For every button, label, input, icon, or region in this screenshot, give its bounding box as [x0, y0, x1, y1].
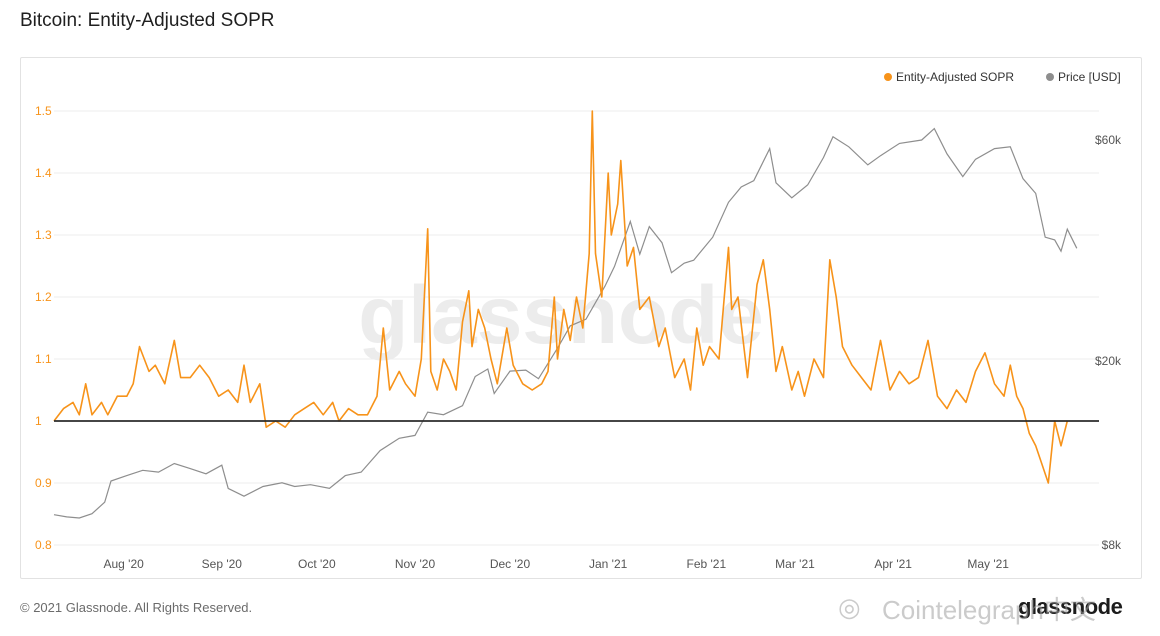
left-tick-label: 1.2 [35, 290, 52, 304]
x-tick-label: Aug '20 [104, 557, 145, 571]
right-axis-ticks: $8k $20k $60k [1095, 133, 1122, 552]
x-tick-label: Jan '21 [589, 557, 628, 571]
left-tick-label: 1.4 [35, 166, 52, 180]
right-tick-label: $20k [1095, 354, 1122, 368]
chart-card: glassnode 0.8 0.9 1 1.1 1.2 1.3 1.4 1.5 $8k $20k… [20, 57, 1142, 579]
left-tick-label: 1.1 [35, 352, 52, 366]
left-axis-ticks: 0.8 0.9 1 1.1 1.2 1.3 1.4 1.5 [35, 104, 52, 552]
right-tick-label: $8k [1102, 538, 1122, 552]
series-layer [53, 110, 1099, 519]
legend-dot-sopr [884, 73, 892, 81]
chart-watermark: glassnode [358, 270, 764, 361]
series-line-price [53, 127, 1078, 519]
x-tick-label: May '21 [967, 557, 1009, 571]
series-line-sopr [53, 110, 1069, 484]
weibo-icon: ◎ [838, 592, 861, 622]
legend-label-sopr: Entity-Adjusted SOPR [896, 70, 1014, 84]
glassnode-logo: glassnode [1018, 594, 1123, 619]
left-tick-label: 1.5 [35, 104, 52, 118]
x-tick-label: Sep '20 [202, 557, 243, 571]
footer-copyright: © 2021 Glassnode. All Rights Reserved. [20, 600, 253, 615]
legend-label-price: Price [USD] [1058, 70, 1121, 84]
chart-watermark-text: glassnode [358, 270, 764, 361]
chart-legend: Entity-Adjusted SOPR Price [USD] [884, 70, 1121, 84]
x-axis-ticks: Aug '20 Sep '20 Oct '20 Nov '20 Dec '20 Jan '… [104, 557, 1010, 571]
sopr-chart: glassnode 0.8 0.9 1 1.1 1.2 1.3 1.4 1.5 $8k $20k… [35, 70, 1122, 571]
legend-dot-price [1046, 73, 1054, 81]
page-title: Bitcoin: Entity-Adjusted SOPR [20, 10, 275, 31]
x-tick-label: Dec '20 [490, 557, 531, 571]
left-tick-label: 1.3 [35, 228, 52, 242]
x-tick-label: Feb '21 [687, 557, 727, 571]
x-tick-label: Oct '20 [298, 557, 336, 571]
right-tick-label: $60k [1095, 133, 1122, 147]
left-tick-label: 1 [35, 414, 42, 428]
left-tick-label: 0.8 [35, 538, 52, 552]
x-tick-label: Mar '21 [775, 557, 815, 571]
x-tick-label: Apr '21 [874, 557, 912, 571]
x-tick-label: Nov '20 [395, 557, 436, 571]
left-tick-label: 0.9 [35, 476, 52, 490]
